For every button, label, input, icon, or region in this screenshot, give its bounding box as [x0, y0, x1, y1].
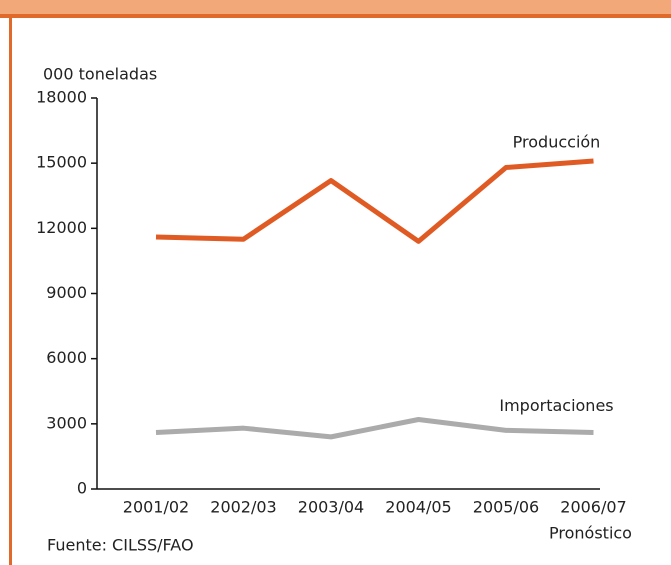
- x-tick-label: 2004/05: [385, 498, 451, 517]
- header-band: [0, 0, 671, 14]
- x-tick-label: 2006/07: [560, 498, 626, 517]
- x-tick-label: 2005/06: [473, 498, 539, 517]
- y-tick-label: 12000: [36, 218, 87, 237]
- y-tick-label: 6000: [46, 348, 87, 367]
- y-tick-label: 18000: [36, 88, 87, 107]
- y-axis-label: 000 toneladas: [43, 65, 157, 84]
- series-label: Producción: [513, 132, 601, 151]
- series-line: [155, 158, 594, 244]
- source: Fuente: CILSS/FAO: [47, 536, 194, 555]
- y-tick-label: 15000: [36, 153, 87, 172]
- series-label: Importaciones: [499, 396, 613, 415]
- annotation: Pronóstico: [549, 524, 632, 543]
- y-tick-label: 0: [77, 479, 87, 498]
- y-tick-label: 9000: [46, 283, 87, 302]
- y-tick-label: 3000: [46, 413, 87, 432]
- series-line: [155, 416, 594, 440]
- header-rule: [0, 14, 671, 18]
- x-tick-label: 2001/02: [123, 498, 189, 517]
- x-tick-label: 2002/03: [210, 498, 276, 517]
- x-tick-label: 2003/04: [298, 498, 364, 517]
- left-border: [9, 18, 12, 565]
